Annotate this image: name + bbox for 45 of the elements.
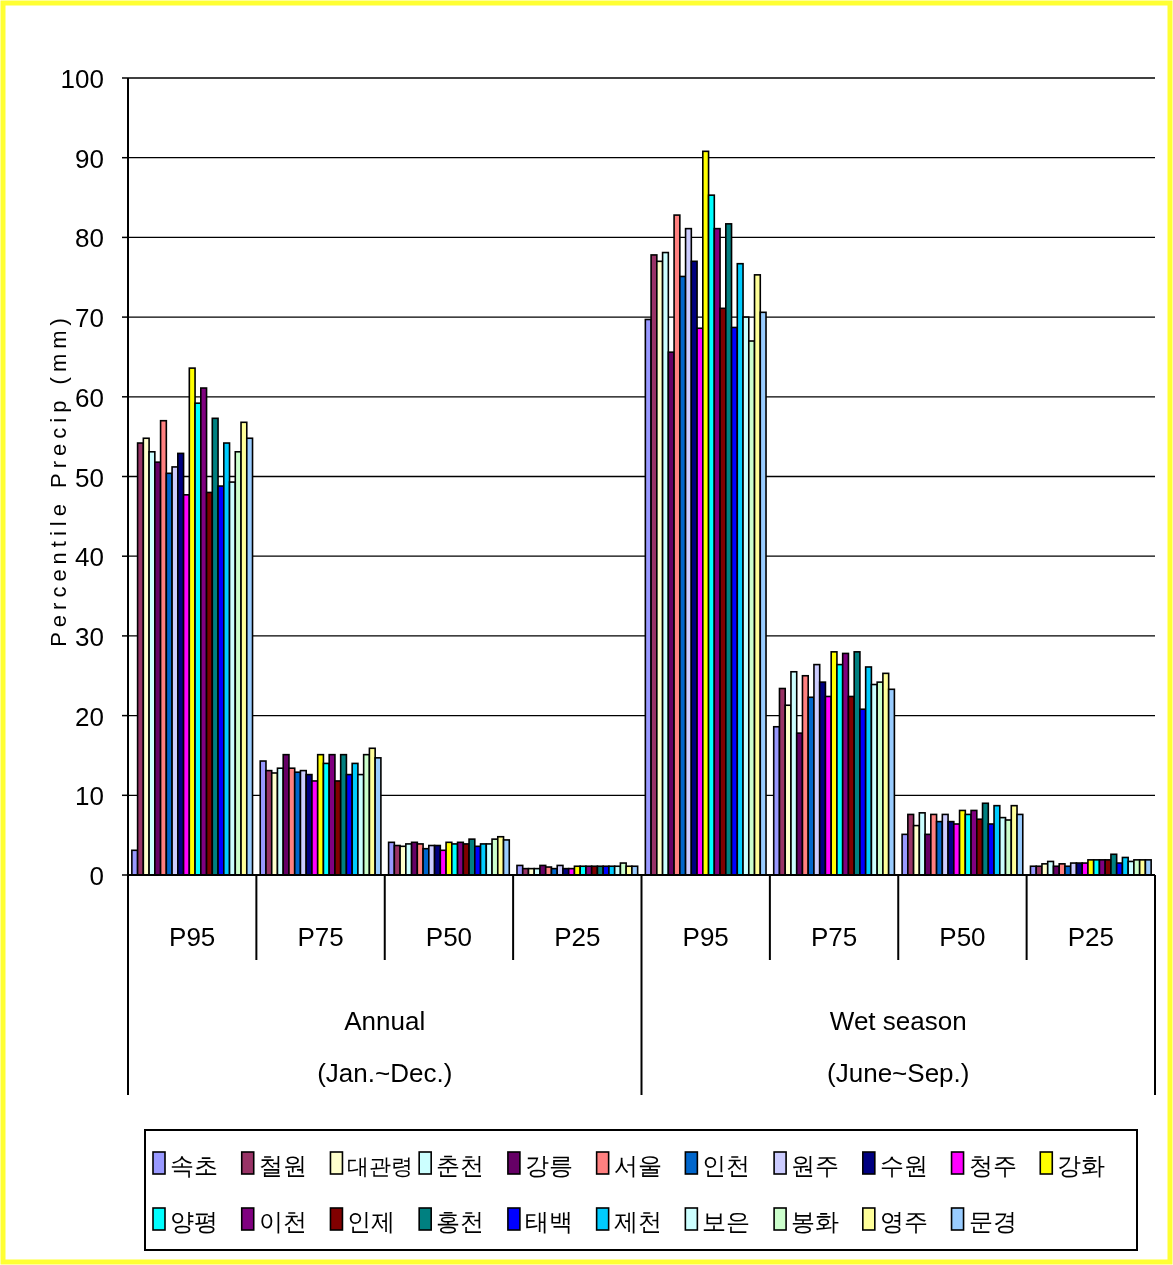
text: (June~Sep.) [827, 1058, 970, 1088]
legend-label: 영주 [879, 1208, 928, 1235]
x-tick-label: P25 [1067, 922, 1114, 952]
y-tick-label: 90 [75, 143, 104, 174]
y-tick-label: 100 [60, 64, 104, 94]
legend-label: 강릉 [524, 1152, 573, 1179]
legend-label: 태백 [524, 1208, 573, 1235]
text: Annual [344, 1006, 426, 1036]
y-tick-label: 30 [75, 621, 104, 652]
x-tick-label: P95 [169, 922, 216, 952]
legend-label: 춘천 [436, 1152, 485, 1179]
text: Wet season [829, 1006, 967, 1036]
legend-label: 문경 [968, 1208, 1017, 1235]
legend-label: 인천 [702, 1152, 751, 1179]
x-tick-label: P50 [425, 922, 473, 952]
legend-label: 봉화 [791, 1208, 840, 1235]
x-tick-label: P95 [682, 922, 729, 952]
legend-label: 이천 [258, 1208, 307, 1235]
legend-label: 제천 [613, 1208, 662, 1235]
text: (Jan.~Dec.) [317, 1058, 453, 1088]
y-tick-label: 20 [75, 701, 104, 732]
x-tick-label: P75 [810, 922, 858, 952]
x-tick-label: P25 [554, 922, 601, 952]
legend-label: 원주 [791, 1152, 840, 1179]
y-tick-label: 50 [75, 462, 104, 493]
x-tick-label: P75 [297, 922, 344, 952]
legend-label: 인제 [347, 1208, 396, 1235]
legend-label: 철원 [258, 1152, 307, 1179]
legend-label: 수원 [879, 1152, 928, 1179]
legend-label: 대관령 [347, 1154, 414, 1179]
legend-label: 양평 [170, 1208, 218, 1235]
y-tick-label: 60 [75, 382, 104, 413]
legend-label: 속초 [170, 1152, 218, 1179]
legend-label: 서울 [613, 1152, 662, 1179]
y-tick-label: 80 [75, 223, 104, 254]
y-tick-label: 10 [75, 781, 104, 812]
legend-label: 청주 [968, 1152, 1017, 1179]
x-tick-label: P50 [939, 922, 986, 952]
y-tick-label: 70 [75, 303, 104, 334]
legend-label: 강화 [1057, 1152, 1106, 1179]
legend-label: 보은 [702, 1208, 751, 1235]
legend-label: 홍천 [436, 1208, 485, 1235]
y-tick-label: 0 [89, 861, 104, 891]
y-tick-label: 40 [75, 542, 104, 573]
y-axis-title: Percentile Precip (mm) [46, 313, 71, 647]
